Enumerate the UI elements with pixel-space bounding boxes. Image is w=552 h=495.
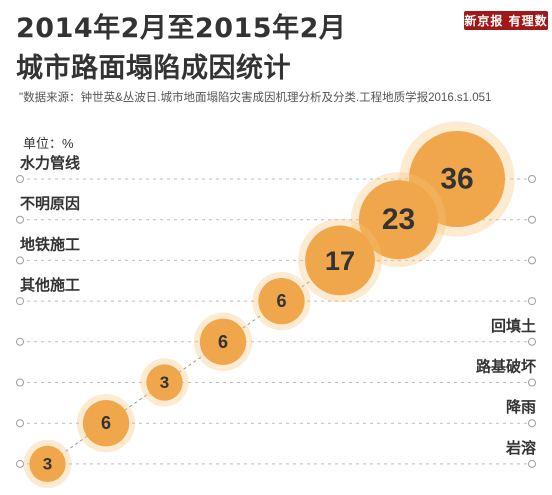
bubble-5	[199, 318, 247, 365]
data-source-note: "数据来源：钟世英&丛波日.城市地面塌陷灾害成因机理分析及分类.工程地质学报20…	[19, 92, 492, 104]
row-marker-right	[528, 256, 536, 265]
category-label: 其他施工	[20, 276, 80, 294]
bubble-value-label: 23	[382, 203, 415, 236]
row-marker-left	[16, 419, 24, 428]
row-marker-left	[16, 337, 24, 346]
bubble-7	[82, 400, 130, 447]
row-marker-left	[16, 459, 24, 468]
row-marker-right	[528, 459, 536, 468]
row-marker-right	[528, 215, 536, 224]
row-marker-left	[16, 378, 24, 387]
row-marker-right	[528, 419, 536, 428]
row-marker-right	[528, 175, 536, 183]
row-marker-left	[16, 297, 24, 306]
bubble-4	[258, 277, 305, 325]
row-marker-right	[528, 337, 536, 346]
bubble-2	[358, 180, 439, 260]
category-label: 水力管线	[20, 154, 80, 172]
bubble-value-label: 6	[276, 291, 286, 311]
category-label: 降雨	[506, 398, 536, 416]
bubble-value-label: 6	[218, 332, 228, 352]
chart-title-line1: 2014年2月至2015年2月	[16, 13, 347, 44]
row-marker-left	[16, 175, 24, 183]
category-label: 不明原因	[20, 195, 80, 213]
row-marker-left	[16, 215, 24, 224]
row-marker-left	[16, 256, 24, 265]
bubble-8	[29, 445, 66, 483]
bubble-value-label: 6	[101, 413, 111, 433]
bubble-value-label: 36	[440, 163, 473, 196]
row-marker-right	[528, 297, 536, 306]
row-marker-right	[528, 378, 536, 387]
brand-logo: 新京报 有理数	[464, 11, 548, 30]
category-label: 路基破坏	[476, 358, 536, 376]
bubble-3	[305, 225, 375, 296]
bubble-value-label: 3	[160, 373, 169, 392]
chart-title-line2: 城市路面塌陷成因统计	[16, 53, 291, 84]
unit-label: 单位：%	[23, 136, 74, 151]
bubble-6	[146, 364, 183, 401]
category-label: 回填土	[491, 317, 536, 335]
category-label: 地铁施工	[20, 235, 80, 253]
category-label: 岩溶	[505, 439, 536, 457]
bubble-value-label: 3	[43, 454, 52, 473]
bubble-value-label: 17	[325, 245, 355, 276]
